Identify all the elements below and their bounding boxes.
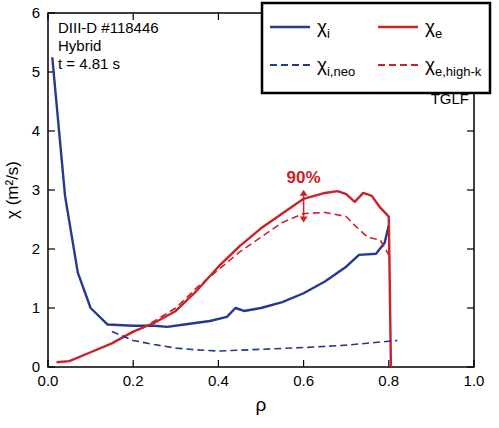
legend-subscript: e,high-k bbox=[435, 64, 482, 79]
arrow-head bbox=[300, 217, 308, 223]
info-text: DIII-D #118446 bbox=[58, 19, 159, 36]
x-tick-label: 0.0 bbox=[38, 372, 59, 389]
x-tick bbox=[218, 13, 219, 20]
chart: 0.0 0.2 0.4 0.6 0.8 1.0 0 1 2 3 4 5 6 ρ χ (m²/s) DIII-D… bbox=[0, 0, 499, 428]
y-tick bbox=[48, 248, 55, 249]
x-tick bbox=[133, 360, 134, 367]
legend-subscript: e bbox=[435, 26, 442, 41]
y-tick-label: 6 bbox=[32, 4, 40, 21]
y-tick-label: 1 bbox=[32, 299, 40, 316]
y-tick bbox=[467, 130, 474, 131]
y-tick-label: 2 bbox=[32, 240, 40, 257]
x-tick-label: 0.4 bbox=[208, 372, 229, 389]
y-tick-label: 0 bbox=[32, 358, 40, 375]
y-tick bbox=[48, 189, 55, 190]
y-tick bbox=[467, 307, 474, 308]
legend-subscript: i,neo bbox=[327, 64, 355, 79]
info-text: t = 4.81 s bbox=[58, 55, 120, 72]
x-tick bbox=[218, 360, 219, 367]
legend-swatch bbox=[270, 26, 310, 29]
legend-symbol: χ bbox=[425, 16, 435, 37]
annotation-text: 90% bbox=[287, 168, 321, 187]
y-tick bbox=[467, 248, 474, 249]
legend-label: χi,neo bbox=[317, 54, 355, 79]
y-tick-label: 3 bbox=[32, 181, 40, 198]
legend-label: χe,high-k bbox=[425, 54, 482, 79]
legend-symbol: χ bbox=[425, 54, 435, 75]
legend-swatch bbox=[378, 64, 418, 66]
legend-swatch bbox=[270, 64, 310, 66]
x-tick bbox=[388, 360, 389, 367]
x-tick-label: 1.0 bbox=[464, 372, 485, 389]
legend-subscript: i bbox=[327, 26, 330, 41]
y-tick bbox=[467, 189, 474, 190]
legend-box bbox=[262, 3, 490, 93]
y-tick-label: 5 bbox=[32, 63, 40, 80]
legend-label: χe bbox=[425, 16, 442, 41]
x-tick-label: 0.2 bbox=[123, 372, 144, 389]
legend-symbol: χ bbox=[317, 54, 327, 75]
series-line bbox=[57, 191, 391, 367]
x-tick-label: 0.6 bbox=[293, 372, 314, 389]
annotation-arrow bbox=[303, 194, 305, 219]
x-tick-label: 0.8 bbox=[378, 372, 399, 389]
x-tick bbox=[303, 360, 304, 367]
arrow-head bbox=[300, 190, 308, 196]
series-line bbox=[142, 212, 389, 328]
x-axis-label: ρ bbox=[256, 394, 267, 415]
y-tick bbox=[48, 307, 55, 308]
info-text: Hybrid bbox=[58, 37, 101, 54]
legend-swatch bbox=[378, 26, 418, 29]
legend-symbol: χ bbox=[317, 16, 327, 37]
legend-label: χi bbox=[317, 16, 330, 41]
series-line bbox=[112, 332, 397, 351]
y-tick bbox=[48, 130, 55, 131]
y-axis-label: χ (m²/s) bbox=[3, 161, 22, 219]
y-tick-label: 4 bbox=[32, 122, 40, 139]
